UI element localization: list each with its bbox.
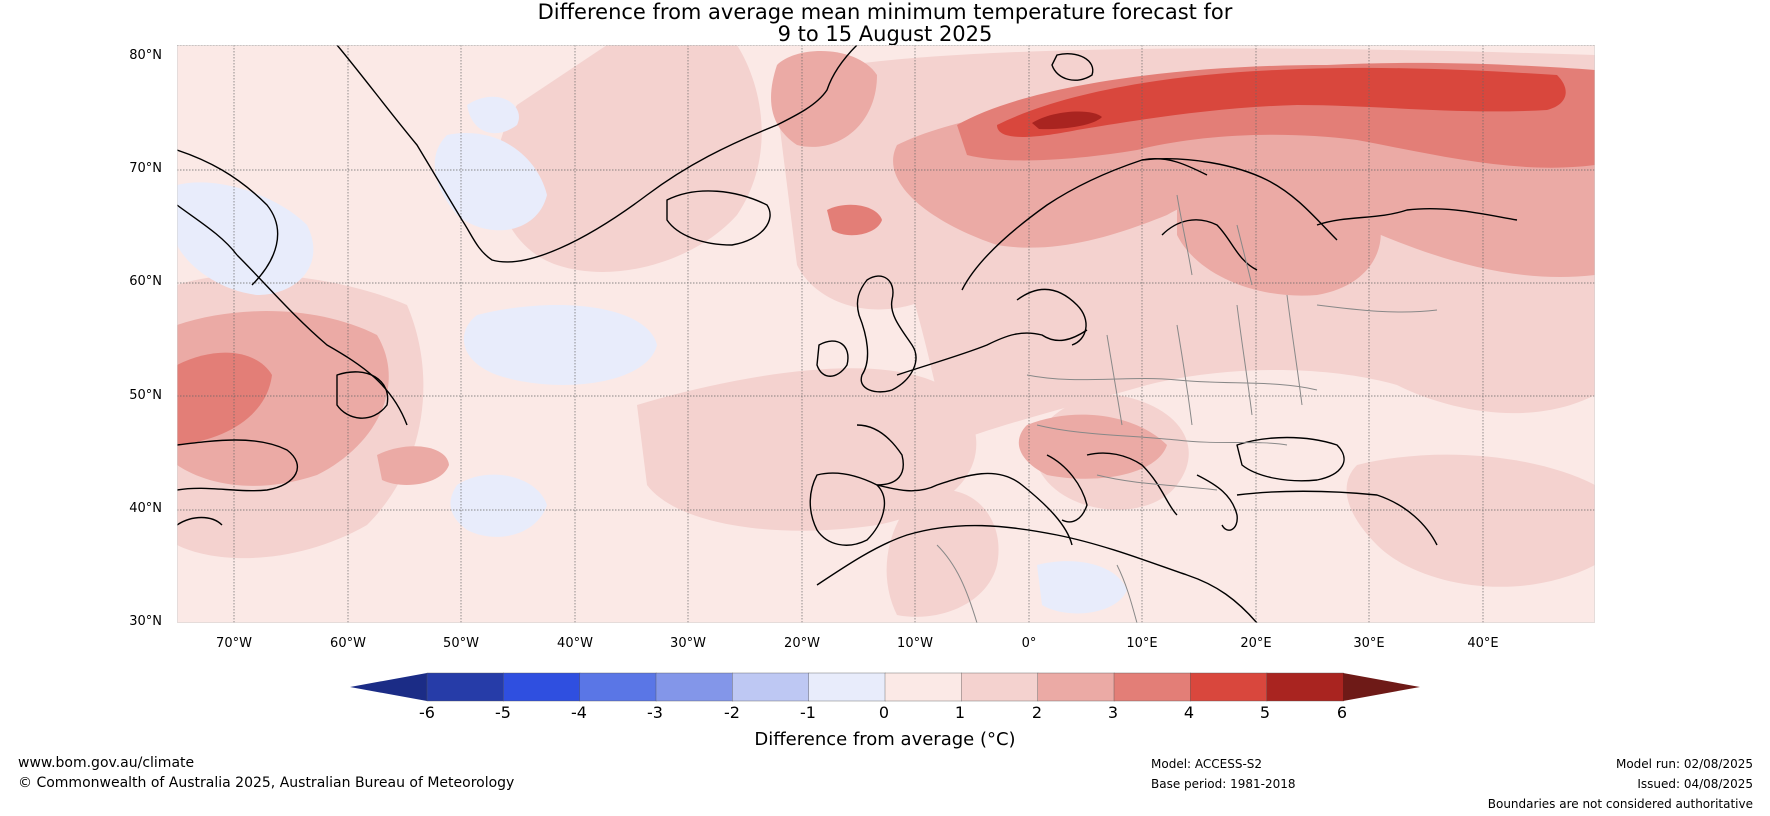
colorbar-swatches <box>426 672 1344 702</box>
colorbar-swatch <box>808 672 886 702</box>
lat-label-70n: 70°N <box>129 161 162 176</box>
colorbar-tick: 2 <box>1031 703 1043 722</box>
lon-label-30w: 30°W <box>670 636 706 651</box>
coastlines <box>177 45 1518 623</box>
lat-label-80n: 80°N <box>129 48 162 63</box>
lon-label-40w: 40°W <box>557 636 593 651</box>
colorbar-swatch <box>579 672 657 702</box>
colorbar-swatch <box>1113 672 1192 702</box>
lat-label-30n: 30°N <box>129 614 162 629</box>
footer-issued: Issued: 04/08/2025 <box>1637 777 1753 791</box>
colorbar-tick: 5 <box>1259 703 1271 722</box>
colorbar-tick: 3 <box>1107 703 1119 722</box>
map-frame <box>177 45 1595 623</box>
lat-label-40n: 40°N <box>129 501 162 516</box>
colorbar-swatch <box>503 672 581 702</box>
temperature-anomaly-map <box>177 45 1595 623</box>
map-title-line2: 9 to 15 August 2025 <box>777 22 993 46</box>
colorbar-under-arrow <box>350 673 427 701</box>
colorbar-tick: -6 <box>419 703 435 722</box>
lon-label-20w: 20°W <box>784 636 820 651</box>
lon-label-10e: 10°E <box>1126 636 1158 651</box>
colorbar-swatch <box>1037 672 1115 702</box>
colorbar-swatch <box>426 672 505 702</box>
map-title-line1: Difference from average mean minimum tem… <box>537 0 1233 24</box>
colorbar-label: Difference from average (°C) <box>754 729 1016 750</box>
colorbar-tick: 4 <box>1183 703 1195 722</box>
colorbar-swatch <box>1190 672 1268 702</box>
lon-label-10w: 10°W <box>897 636 933 651</box>
footer-base-period: Base period: 1981-2018 <box>1151 777 1296 791</box>
colorbar-swatch <box>732 672 810 702</box>
colorbar-swatch <box>961 672 1039 702</box>
colorbar-tick: -4 <box>571 703 587 722</box>
lon-label-20e: 20°E <box>1240 636 1272 651</box>
graticule <box>177 45 1595 623</box>
colorbar-tick: 1 <box>954 703 966 722</box>
colorbar-over-arrow <box>1343 673 1420 701</box>
colorbar-tick: -5 <box>495 703 511 722</box>
colorbar-swatch <box>884 672 963 702</box>
lat-label-60n: 60°N <box>129 274 162 289</box>
lon-label-70w: 70°W <box>216 636 252 651</box>
lon-label-50w: 50°W <box>443 636 479 651</box>
anomaly-shading <box>177 45 1595 617</box>
lon-label-0: 0° <box>1021 636 1037 651</box>
colorbar-tick: 0 <box>878 703 890 722</box>
colorbar-tick: -3 <box>647 703 663 722</box>
colorbar <box>350 672 1420 702</box>
footer-disclaimer: Boundaries are not considered authoritat… <box>1487 797 1753 811</box>
footer-url: www.bom.gov.au/climate <box>18 755 195 771</box>
colorbar-tick: -2 <box>724 703 740 722</box>
lon-label-60w: 60°W <box>330 636 366 651</box>
footer-model-run: Model run: 02/08/2025 <box>1615 757 1753 771</box>
footer-model: Model: ACCESS-S2 <box>1151 757 1263 771</box>
colorbar-tick: 6 <box>1336 703 1348 722</box>
lon-label-30e: 30°E <box>1353 636 1385 651</box>
country-borders <box>936 194 1438 623</box>
lon-label-40e: 40°E <box>1467 636 1499 651</box>
lat-label-50n: 50°N <box>129 388 162 403</box>
footer-copyright: © Commonwealth of Australia 2025, Austra… <box>18 775 515 791</box>
colorbar-tick: -1 <box>800 703 816 722</box>
colorbar-swatch <box>655 672 734 702</box>
colorbar-swatch <box>1266 672 1344 702</box>
